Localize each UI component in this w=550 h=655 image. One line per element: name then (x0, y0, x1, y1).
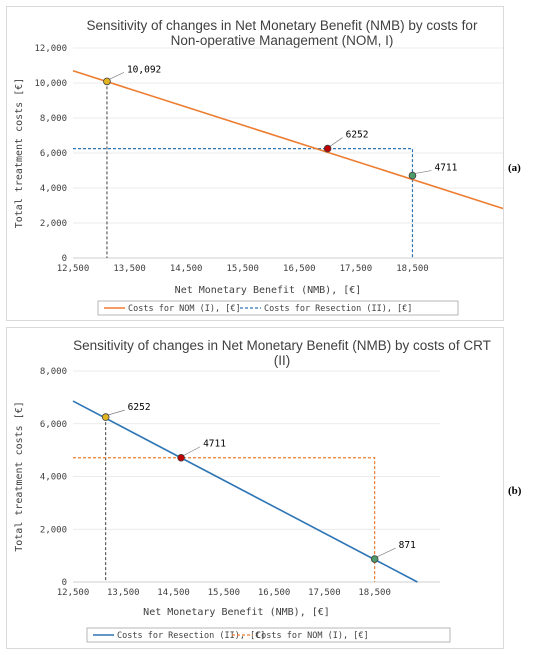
chart1-y-tick-label: 6,000 (40, 149, 67, 159)
chart2-y-axis-label: Total treatment costs [€] (14, 401, 25, 552)
chart2-label-leader (107, 409, 125, 416)
chart1-x-tick-label: 14,500 (170, 264, 203, 274)
chart2-x-tick-label: 15,500 (208, 588, 241, 598)
panel-tag-b: (b) (508, 485, 522, 497)
chart1-label-leader (329, 137, 343, 147)
chart1-data-point (323, 144, 332, 153)
chart2-x-axis-label: Net Monetary Benefit (NMB), [€] (143, 607, 330, 618)
chart1-y-tick-label: 12,000 (34, 44, 67, 54)
chart2-data-label: 871 (399, 540, 416, 551)
chart1-y-tick-label: 2,000 (40, 219, 67, 229)
chart2-label-leader (182, 446, 201, 457)
chart1-y-tick-label: 4,000 (40, 184, 67, 194)
chart1-y-tick-label: 0 (62, 254, 67, 264)
chart2-data-label: 6252 (128, 402, 151, 413)
chart1-data-label: 6252 (346, 130, 369, 141)
chart2-title-line: Sensitivity of changes in Net Monetary B… (73, 338, 491, 353)
chart1-x-tick-label: 13,500 (113, 264, 146, 274)
chart2-legend-box (86, 627, 451, 643)
chart2-data-point (177, 453, 185, 462)
chart1-data-label: 10,092 (127, 64, 161, 75)
chart1-y-axis-label: Total treatment costs [€] (14, 78, 25, 229)
chart2-x-tick-label: 12,500 (57, 588, 90, 598)
chart1-x-tick-label: 17,500 (340, 264, 373, 274)
chart-panel-b (6, 327, 504, 649)
chart2-y-tick-label: 8,000 (40, 367, 67, 377)
chart2-series-line-2 (73, 457, 376, 582)
chart2-y-tick-label: 0 (62, 578, 67, 588)
chart1-series-line-2 (73, 147, 414, 258)
chart2-x-tick-label: 16,500 (258, 588, 291, 598)
chart1-label-leader (414, 170, 432, 174)
chart2-series-line-1 (72, 400, 418, 583)
chart1-data-point (408, 171, 417, 180)
chart1-title-line: Sensitivity of changes in Net Monetary B… (87, 18, 478, 33)
chart1-legend-entry: Costs for NOM (I), [€] (128, 304, 241, 314)
chart1-legend-box (97, 300, 459, 316)
chart1-y-tick-label: 10,000 (34, 79, 67, 89)
chart1-data-label: 4711 (434, 163, 457, 174)
chart-panel-a (6, 6, 504, 321)
chart1-y-tick-label: 8,000 (40, 114, 67, 124)
chart1-x-axis-label: Net Monetary Benefit (NMB), [€] (175, 285, 362, 296)
chart1-label-leader (108, 72, 125, 80)
chart1-x-tick-label: 12,500 (57, 264, 90, 274)
chart2-legend-entry: Costs for NOM (I), [€] (256, 631, 369, 641)
chart1-data-point (103, 77, 111, 86)
chart2-data-label: 4711 (203, 439, 226, 450)
chart1-x-tick-label: 18,500 (396, 264, 429, 274)
chart2-x-tick-label: 14,500 (157, 588, 190, 598)
chart2-title-line: (II) (274, 353, 291, 368)
chart2-data-point (101, 413, 110, 421)
chart2-x-tick-label: 17,500 (308, 588, 341, 598)
chart1-series-line-1 (72, 69, 504, 210)
chart2-legend-entry: Costs for Resection (II), [€] (117, 631, 265, 641)
chart1-legend-entry: Costs for Resection (II), [€] (264, 304, 412, 314)
chart1-x-tick-label: 15,500 (226, 264, 259, 274)
panel-tag-a: (a) (508, 162, 521, 174)
chart2-x-tick-label: 13,500 (107, 588, 140, 598)
chart2-y-tick-label: 2,000 (40, 525, 67, 535)
chart1-x-tick-label: 16,500 (283, 264, 316, 274)
chart2-label-leader (376, 547, 396, 558)
chart1-title-line: Non-operative Management (NOM, I) (171, 33, 394, 48)
chart2-data-point (370, 555, 379, 563)
chart2-y-tick-label: 4,000 (40, 473, 67, 483)
chart2-x-tick-label: 18,500 (358, 588, 391, 598)
chart2-y-tick-label: 6,000 (40, 420, 67, 430)
